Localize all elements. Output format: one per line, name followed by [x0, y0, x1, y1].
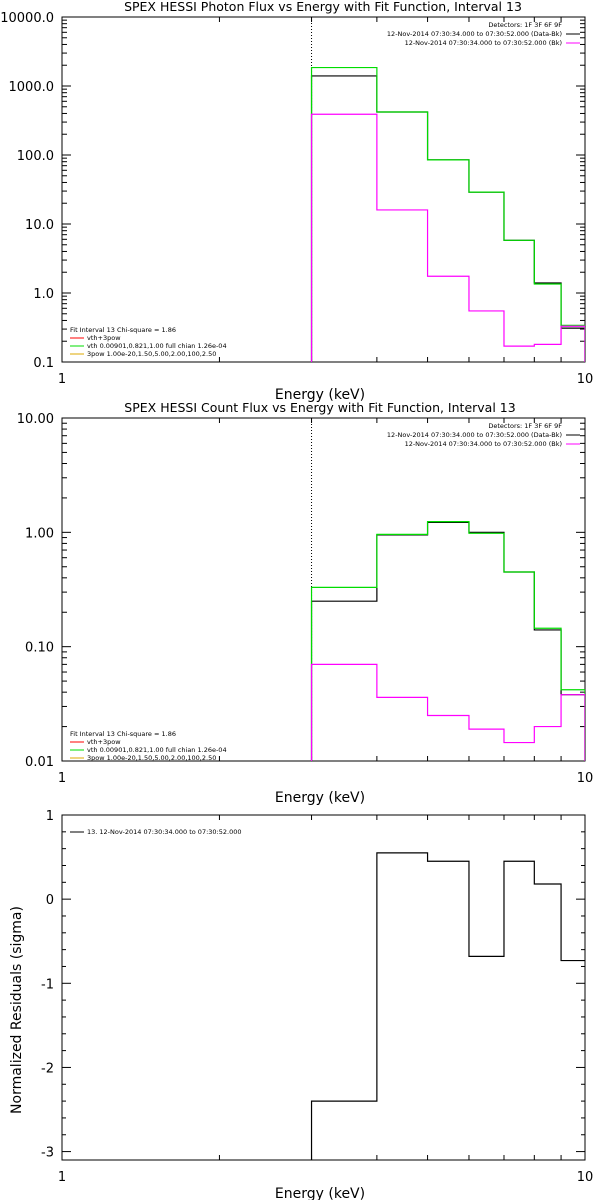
count-flux-y-tick-label: 0.10 — [25, 641, 54, 656]
photon-flux-legend-text: 3pow 1.00e-20,1.50,5.00,2.00,100,2.50 — [87, 350, 216, 358]
photon-flux-title: SPEX HESSI Photon Flux vs Energy with Fi… — [124, 0, 522, 14]
photon-flux-frame — [61, 16, 586, 363]
residuals-ylabel: Normalized Residuals (sigma) — [9, 906, 25, 1114]
photon-flux-y-tick-label: 1000.0 — [9, 80, 55, 95]
residuals-y-tick-label: -1 — [41, 977, 54, 992]
photon-flux-series-1 — [310, 66, 585, 362]
count-flux-info-line: 12-Nov-2014 07:30:34.000 to 07:30:52.000… — [405, 440, 562, 448]
residuals-y-tick-label: -3 — [41, 1146, 54, 1161]
residuals-y-tick-label: 1 — [46, 809, 54, 824]
residuals-frame — [61, 814, 586, 1161]
photon-flux-legend-text: vth 0.00901,0.821,1.00 full chian 1.26e-… — [87, 342, 227, 350]
residuals-x-tick-label: 1 — [58, 1170, 66, 1185]
photon-flux-legend-text: Fit Interval 13 Chi-square = 1.86 — [70, 326, 176, 334]
photon-flux-y-tick-label: 10.0 — [25, 218, 54, 233]
count-flux-series-2 — [310, 663, 585, 761]
count-flux-xlabel: Energy (keV) — [275, 790, 365, 806]
count-flux-y-tick-label: 10.00 — [17, 412, 54, 427]
photon-flux-legend-text: vth+3pow — [87, 334, 121, 342]
residuals-legend-text: 13. 12-Nov-2014 07:30:34.000 to 07:30:52… — [87, 828, 241, 836]
photon-flux-info-line: Detectors: 1F 3F 6F 9F — [488, 21, 562, 29]
photon-flux-info-line: 12-Nov-2014 07:30:34.000 to 07:30:52.000… — [387, 30, 562, 38]
photon-flux-panel: SPEX HESSI Photon Flux vs Energy with Fi… — [0, 0, 593, 403]
photon-flux-y-tick-label: 0.1 — [33, 356, 54, 371]
count-flux-x-tick-label: 1 — [58, 771, 66, 786]
count-flux-legend-text: 3pow 1.00e-20,1.50,5.00,2.00,100,2.50 — [87, 754, 216, 762]
residuals-series-0 — [310, 852, 585, 1160]
count-flux-legend-text: Fit Interval 13 Chi-square = 1.86 — [70, 730, 176, 738]
photon-flux-y-tick-label: 10000.0 — [0, 11, 54, 26]
photon-flux-x-tick-label: 10 — [577, 372, 594, 387]
count-flux-frame — [61, 417, 586, 762]
photon-flux-series-2 — [310, 113, 585, 362]
count-flux-y-tick-label: 1.00 — [25, 526, 54, 541]
photon-flux-y-tick-label: 1.0 — [33, 287, 54, 302]
count-flux-x-tick-label: 10 — [577, 771, 594, 786]
count-flux-legend-text: vth 0.00901,0.821,1.00 full chian 1.26e-… — [87, 746, 227, 754]
count-flux-y-tick-label: 0.01 — [25, 755, 54, 770]
residuals-y-tick-label: 0 — [46, 893, 54, 908]
count-flux-series-1 — [310, 521, 585, 761]
count-flux-legend-text: vth+3pow — [87, 738, 121, 746]
photon-flux-y-tick-label: 100.0 — [17, 149, 54, 164]
residuals-xlabel: Energy (keV) — [275, 1186, 365, 1200]
count-flux-title: SPEX HESSI Count Flux vs Energy with Fit… — [124, 400, 515, 415]
count-flux-info-line: Detectors: 1F 3F 6F 9F — [488, 422, 562, 430]
residuals-x-tick-label: 10 — [577, 1170, 594, 1185]
photon-flux-x-tick-label: 1 — [58, 372, 66, 387]
residuals-panel: Energy (keV) Normalized Residuals (sigma… — [9, 809, 593, 1200]
photon-flux-info-line: 12-Nov-2014 07:30:34.000 to 07:30:52.000… — [405, 39, 562, 47]
residuals-y-tick-label: -2 — [41, 1061, 54, 1076]
count-flux-info-line: 12-Nov-2014 07:30:34.000 to 07:30:52.000… — [387, 431, 562, 439]
count-flux-panel: SPEX HESSI Count Flux vs Energy with Fit… — [17, 400, 593, 806]
photon-flux-xlabel: Energy (keV) — [275, 387, 365, 403]
